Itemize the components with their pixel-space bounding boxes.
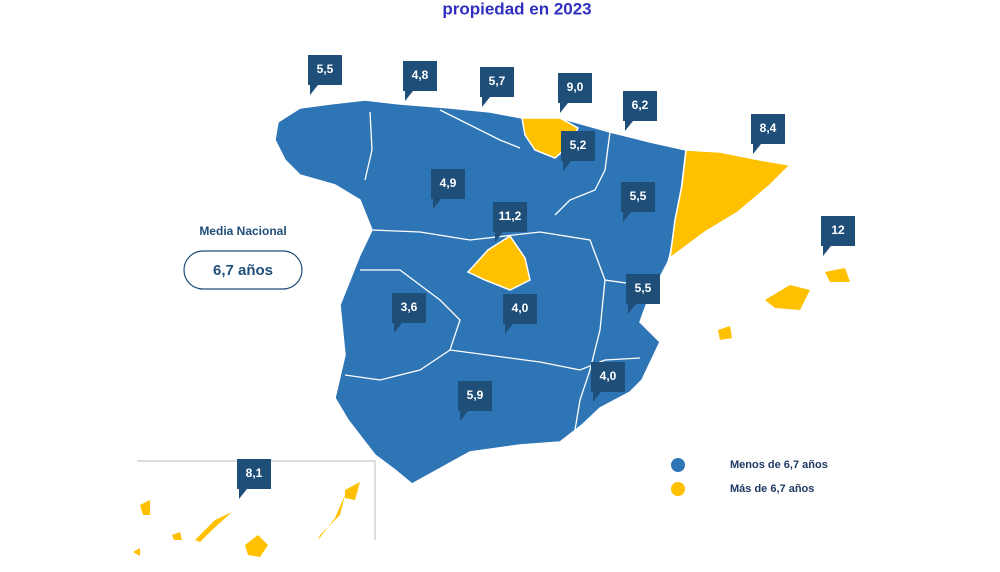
callout-label: 5,9: [467, 388, 484, 402]
callouts: 5,5 4,8 5,7 9,0 6,2 8,4 5,2 4,9 5,5 11,2 12 5,5 3,6 4…: [237, 55, 855, 499]
callout: 4,0: [503, 294, 537, 334]
callout-label: 4,9: [440, 176, 457, 190]
callout-label: 3,6: [401, 300, 418, 314]
callout: 4,0: [591, 362, 625, 402]
average-value: 6,7 años: [213, 262, 273, 279]
title: propiedad en 2023: [442, 0, 591, 18]
callout-label: 12: [831, 223, 845, 237]
callout: 12: [821, 216, 855, 256]
legend: Menos de 6,7 años Más de 6,7 años: [671, 458, 828, 496]
callout-label: 8,4: [760, 121, 777, 135]
callout-label: 8,1: [246, 466, 263, 480]
callout-label: 4,0: [512, 301, 529, 315]
callout-box: [821, 216, 855, 256]
callout: 8,4: [751, 114, 785, 154]
callout: 4,8: [403, 61, 437, 101]
callout-box: [558, 73, 592, 113]
spain-map: [133, 99, 850, 557]
callout-label: 9,0: [567, 80, 584, 94]
callout-label: 5,5: [635, 281, 652, 295]
callout-box: [308, 55, 342, 95]
callout-label: 5,7: [489, 74, 506, 88]
callout-box: [503, 294, 537, 334]
mainland: [274, 99, 687, 485]
callout-box: [431, 169, 465, 209]
callout-box: [392, 293, 426, 333]
callout: 5,5: [308, 55, 342, 95]
callout: 4,9: [431, 169, 465, 209]
callout-box: [493, 202, 527, 242]
canary-frame: [137, 460, 376, 540]
callout: 5,2: [561, 131, 595, 171]
callout-box: [403, 61, 437, 101]
average-label: Media Nacional: [199, 224, 286, 238]
callout: 5,7: [480, 67, 514, 107]
legend-marker: [671, 482, 685, 496]
legend-label: Menos de 6,7 años: [730, 459, 828, 471]
callout: 5,9: [458, 381, 492, 421]
callout-box: [480, 67, 514, 107]
callout-label: 6,2: [632, 98, 649, 112]
legend-marker: [671, 458, 685, 472]
callout-box: [621, 182, 655, 222]
region-borders: [344, 109, 641, 431]
callout: 3,6: [392, 293, 426, 333]
callout-label: 4,0: [600, 369, 617, 383]
callout-label: 5,5: [317, 62, 334, 76]
callout-box: [237, 459, 271, 499]
callout-label: 5,2: [570, 138, 587, 152]
callout: 5,5: [626, 274, 660, 314]
callout-label: 5,5: [630, 189, 647, 203]
callout: 8,1: [237, 459, 271, 499]
callout: 11,2: [493, 202, 527, 242]
callout-box: [751, 114, 785, 154]
callout: 5,5: [621, 182, 655, 222]
callout-label: 4,8: [412, 68, 429, 82]
callout-box: [626, 274, 660, 314]
callout-box: [561, 131, 595, 171]
legend-label: Más de 6,7 años: [730, 483, 814, 495]
islands: [133, 268, 850, 557]
average-box: [183, 250, 303, 290]
callout-label: 11,2: [499, 209, 522, 223]
callout-box: [458, 381, 492, 421]
callout-box: [623, 91, 657, 131]
callout: 9,0: [558, 73, 592, 113]
region-yellow-catalonia: [669, 149, 792, 260]
callout-box: [591, 362, 625, 402]
callout: 6,2: [623, 91, 657, 131]
region-yellow-madrid: [466, 234, 531, 291]
